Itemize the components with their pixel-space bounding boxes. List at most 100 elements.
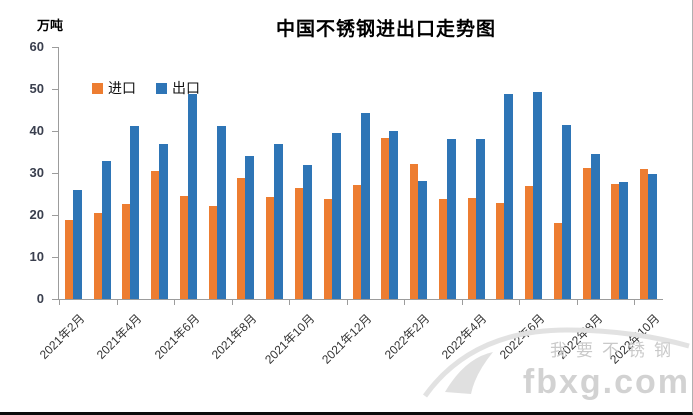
legend-item-进口: 进口	[92, 78, 136, 98]
bar-export-2022年5月	[504, 93, 514, 299]
bar-group	[347, 47, 376, 299]
y-tick-label-30: 30	[29, 165, 44, 180]
y-tick-label-20: 20	[29, 207, 44, 222]
bar-import-2022年5月	[496, 202, 505, 299]
bar-import-2021年9月	[266, 196, 275, 299]
bar-group	[519, 47, 548, 299]
bar-export-2022年10月	[648, 173, 658, 299]
bar-import-2021年10月	[295, 188, 303, 299]
x-tick	[231, 299, 233, 305]
bar-export-2021年3月	[101, 160, 111, 299]
bar-group	[145, 47, 174, 299]
legend: 进口 出口	[92, 78, 200, 98]
x-tick	[461, 299, 463, 305]
x-axis-labels: 2021年2月 2021年4月 2021年6月 2021年8月 2021年10月 2021…	[37, 300, 663, 400]
y-tick-label-60: 60	[29, 39, 44, 54]
bar-group	[88, 47, 117, 299]
legend-item-出口: 出口	[156, 78, 200, 98]
bar-import-2021年8月	[237, 177, 246, 299]
bar-group	[404, 47, 433, 299]
legend-swatch-icon	[92, 82, 103, 94]
bar-group	[289, 47, 318, 299]
bar-group	[577, 47, 606, 299]
bar-export-2022年4月	[475, 139, 485, 299]
x-tick-label-2021年12月: 2021年12月	[319, 311, 375, 367]
bar-export-2021年2月	[72, 189, 82, 299]
y-tick-label-40: 40	[29, 123, 44, 138]
x-tick-label-2022年10月: 2022年10月	[607, 311, 663, 367]
x-tick-label-2022年6月: 2022年6月	[496, 311, 548, 362]
chart-title: 中国不锈钢进出口走势图	[275, 19, 496, 40]
bar-group	[318, 47, 347, 299]
legend-label: 出口	[172, 80, 200, 96]
bar-export-2021年5月	[159, 144, 169, 299]
bar-group	[548, 47, 577, 299]
bar-import-2022年1月	[381, 138, 390, 299]
bar-import-2022年4月	[467, 198, 476, 299]
x-tick	[289, 299, 291, 305]
bar-export-2022年9月	[619, 181, 629, 299]
bar-export-2022年3月	[446, 139, 456, 299]
bar-group	[174, 47, 203, 299]
bar-import-2021年5月	[151, 170, 160, 299]
y-tick	[52, 47, 59, 48]
y-tick	[52, 299, 59, 300]
bar-import-2022年8月	[582, 168, 591, 299]
bar-import-2021年7月	[208, 205, 217, 299]
y-tick	[52, 215, 59, 216]
x-tick	[346, 299, 348, 305]
bar-import-2022年10月	[640, 168, 649, 299]
legend-label: 进口	[108, 80, 136, 96]
bar-export-2021年7月	[216, 126, 226, 299]
x-tick-label-2021年6月: 2021年6月	[151, 311, 203, 362]
bar-group	[59, 47, 88, 299]
bar-export-2022年8月	[590, 154, 600, 299]
y-tick	[52, 173, 59, 174]
bar-export-2022年7月	[561, 124, 571, 299]
bar-group	[203, 47, 232, 299]
x-tick-label-2022年2月: 2022年2月	[381, 311, 433, 362]
bar-export-2022年6月	[533, 92, 543, 299]
x-tick	[116, 299, 118, 305]
bar-export-2022年2月	[418, 181, 428, 299]
bar-export-2021年4月	[130, 126, 140, 299]
plot-area	[52, 47, 663, 305]
bar-export-2021年10月	[303, 165, 312, 299]
bar-import-2022年2月	[410, 164, 419, 299]
x-tick-label-2021年10月: 2021年10月	[262, 311, 318, 367]
bar-import-2021年3月	[93, 212, 102, 299]
y-tick-label-0: 0	[36, 291, 44, 306]
x-tick-label-2022年8月: 2022年8月	[554, 311, 605, 362]
bar-group	[375, 47, 404, 299]
bar-import-2021年2月	[64, 219, 73, 299]
y-tick-label-50: 50	[29, 81, 44, 96]
x-tick-label-2022年4月: 2022年4月	[439, 311, 490, 362]
bar-export-2021年11月	[331, 133, 341, 299]
bar-export-2022年1月	[389, 130, 399, 299]
bar-import-2021年4月	[122, 204, 131, 299]
bar-import-2021年12月	[352, 185, 361, 299]
y-tick	[52, 131, 59, 132]
y-axis-labels: 0 10 20 30 40 50 60	[0, 39, 50, 306]
bar-group	[606, 47, 635, 299]
bar-group	[462, 47, 491, 299]
x-tick-label-2021年8月: 2021年8月	[209, 311, 260, 362]
x-tick	[519, 299, 521, 305]
x-tick	[59, 299, 60, 305]
y-tick	[52, 257, 59, 258]
x-tick-label-2021年2月: 2021年2月	[36, 311, 88, 362]
bar-group	[232, 47, 261, 299]
bar-import-2022年7月	[553, 222, 562, 299]
bar-import-2022年9月	[611, 183, 620, 299]
bar-import-2021年11月	[323, 198, 332, 299]
bar-group	[634, 47, 663, 299]
x-tick	[404, 299, 406, 305]
x-tick	[634, 299, 636, 305]
bar-export-2021年8月	[245, 155, 255, 299]
y-tick	[52, 89, 59, 90]
y-axis-unit-label: 万吨	[37, 18, 64, 33]
bar-series-container	[59, 47, 663, 299]
bar-group	[117, 47, 146, 299]
bar-group	[433, 47, 462, 299]
